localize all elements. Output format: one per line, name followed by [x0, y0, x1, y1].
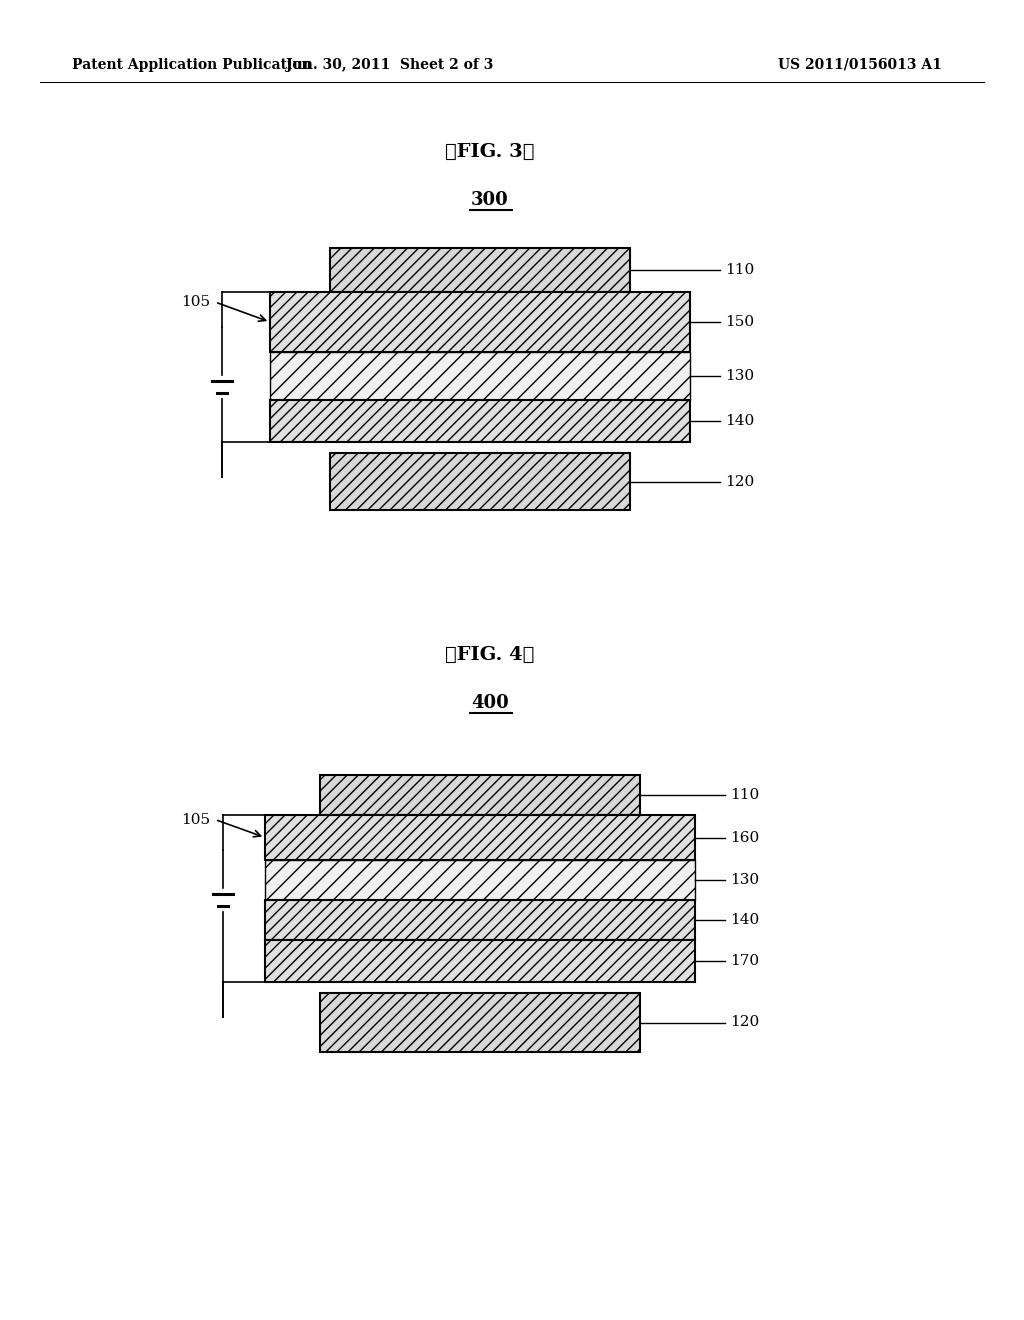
Text: 【FIG. 3】: 【FIG. 3】 — [445, 143, 535, 161]
Bar — [265, 900, 695, 940]
Bar — [270, 292, 690, 352]
Bar — [270, 400, 690, 442]
Text: 120: 120 — [730, 1015, 759, 1030]
Text: 120: 120 — [725, 474, 755, 488]
Text: 300: 300 — [471, 191, 509, 209]
Text: 【FIG. 4】: 【FIG. 4】 — [445, 645, 535, 664]
Text: 160: 160 — [730, 830, 759, 845]
Text: 110: 110 — [730, 788, 759, 803]
Text: 130: 130 — [725, 370, 754, 383]
Bar — [265, 940, 695, 982]
Text: 170: 170 — [730, 954, 759, 968]
Text: 105: 105 — [181, 294, 210, 309]
Bar — [265, 861, 695, 900]
Text: 400: 400 — [471, 694, 509, 711]
Text: 105: 105 — [181, 813, 210, 826]
Bar — [319, 993, 640, 1052]
Text: Patent Application Publication: Patent Application Publication — [72, 58, 311, 73]
Text: US 2011/0156013 A1: US 2011/0156013 A1 — [778, 58, 942, 73]
Text: 130: 130 — [730, 873, 759, 887]
Bar — [319, 775, 640, 814]
Bar — [330, 453, 630, 510]
Text: Jun. 30, 2011  Sheet 2 of 3: Jun. 30, 2011 Sheet 2 of 3 — [287, 58, 494, 73]
Bar — [330, 248, 630, 292]
Text: 110: 110 — [725, 263, 755, 277]
Text: 140: 140 — [730, 913, 759, 927]
Text: 150: 150 — [725, 315, 754, 329]
Bar — [270, 352, 690, 400]
Text: 140: 140 — [725, 414, 755, 428]
Bar — [265, 814, 695, 861]
